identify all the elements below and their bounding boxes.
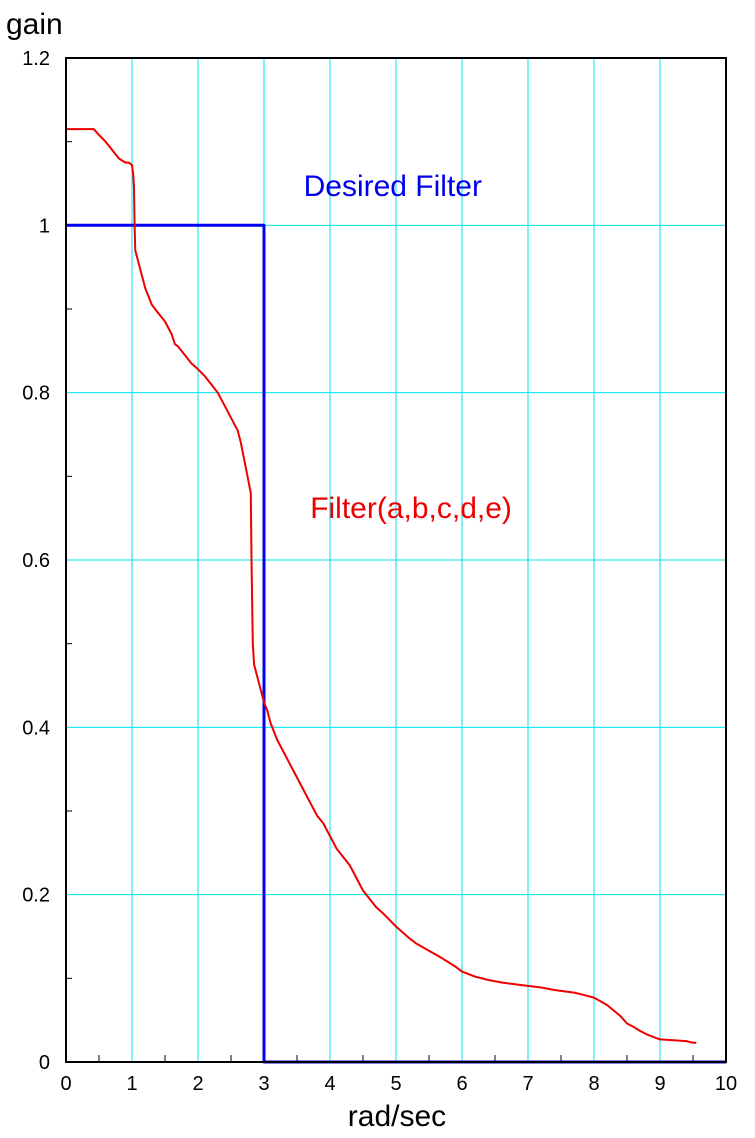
x-tick-label: 1 [126, 1073, 137, 1095]
x-tick-label: 9 [654, 1073, 665, 1095]
minor-ticks [66, 141, 694, 1062]
x-tick-label: 0 [60, 1073, 71, 1095]
filter-response-line [66, 128, 697, 1044]
x-tick-label: 5 [390, 1073, 401, 1095]
y-tick-labels: 0 0.2 0.4 0.6 0.8 1 1.2 [22, 48, 50, 1074]
plot-frame [65, 57, 727, 1063]
grid-lines [66, 58, 726, 1062]
annotation-filter: Filter(a,b,c,d,e) [310, 492, 512, 525]
y-tick-label: 0.8 [22, 383, 50, 405]
y-tick-label: 0.4 [22, 717, 50, 739]
y-tick-label: 0 [39, 1052, 50, 1074]
y-tick-label: 1 [39, 215, 50, 237]
x-tick-label: 6 [456, 1073, 467, 1095]
x-tick-label: 7 [522, 1073, 533, 1095]
x-axis-title: rad/sec [348, 1100, 446, 1133]
x-tick-labels: 0 1 2 3 4 5 6 7 8 9 10 [60, 1073, 737, 1095]
x-tick-label: 10 [715, 1073, 737, 1095]
annotation-desired-filter: Desired Filter [304, 170, 482, 203]
x-tick-label: 2 [192, 1073, 203, 1095]
annotations: Desired Filter Filter(a,b,c,d,e) [304, 170, 512, 525]
y-tick-label: 0.2 [22, 885, 50, 907]
y-axis-title: gain [6, 8, 63, 41]
x-tick-label: 4 [324, 1073, 335, 1095]
y-tick-label: 0.6 [22, 550, 50, 572]
x-tick-label: 3 [258, 1073, 269, 1095]
y-tick-label: 1.2 [22, 48, 50, 70]
x-tick-label: 8 [588, 1073, 599, 1095]
